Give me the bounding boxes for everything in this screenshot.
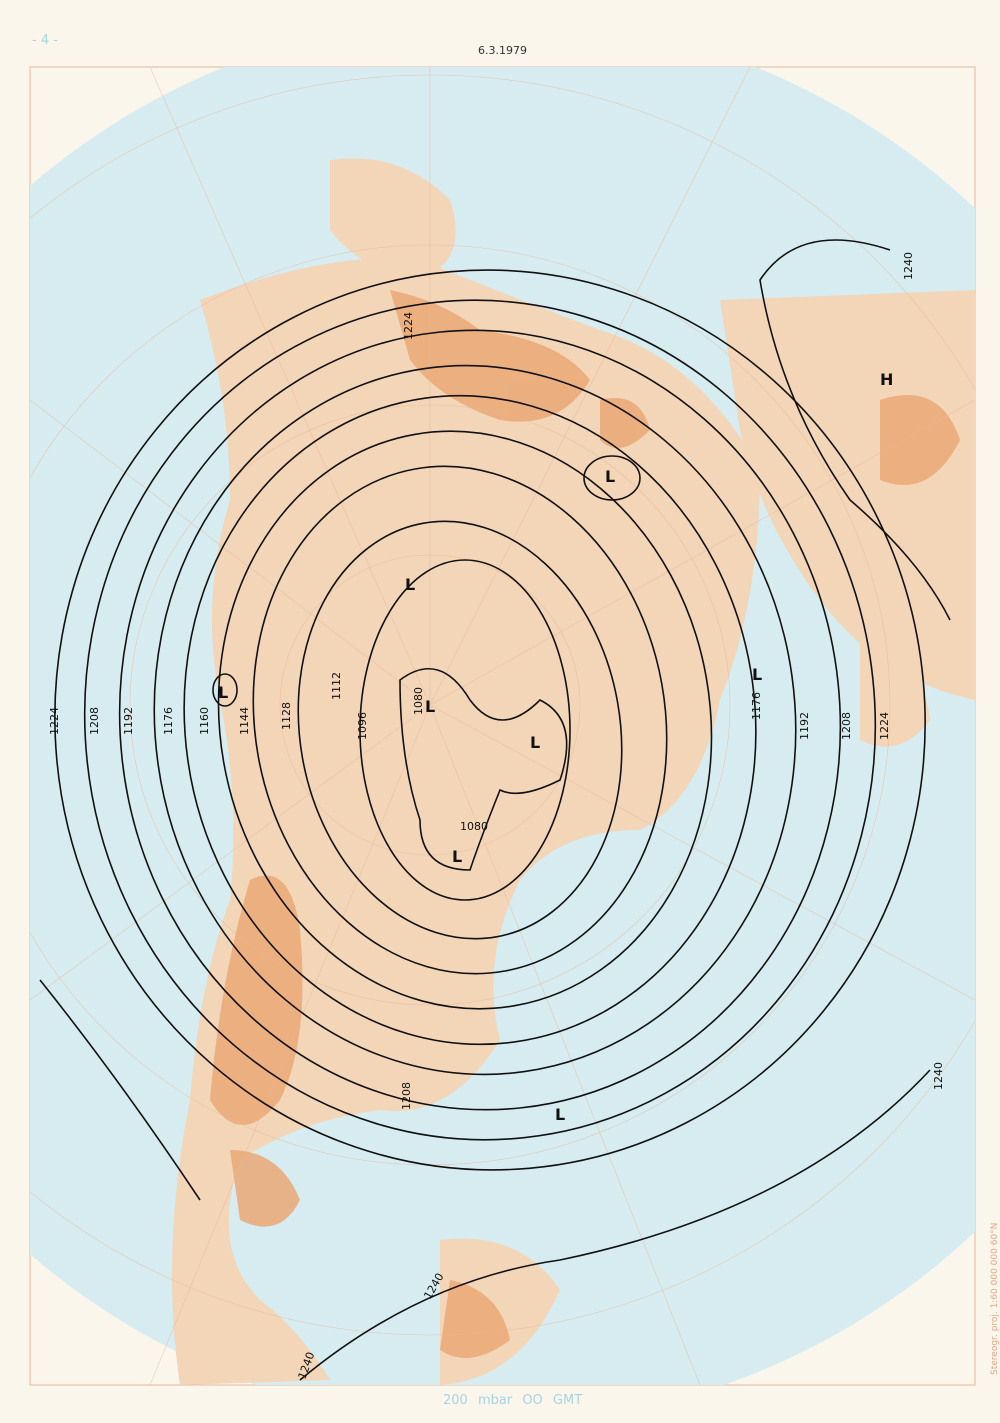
low-center: L	[530, 733, 540, 752]
low-center: L	[555, 1105, 565, 1124]
low-center: L	[405, 575, 415, 594]
low-center: L	[605, 467, 615, 486]
contour-label: 1240	[932, 1062, 945, 1090]
contour-label: 1176	[162, 707, 175, 735]
low-center: L	[218, 683, 228, 702]
contour-label: 1208	[400, 1082, 413, 1110]
contour-label: 1192	[122, 707, 135, 735]
contour-label: 1096	[356, 712, 369, 740]
high-terrain	[210, 290, 960, 1358]
pressure-level: 200 mbar	[443, 1393, 513, 1408]
page-number: - 4 -	[32, 33, 58, 48]
contour-label: 1080	[412, 687, 425, 715]
low-center: L	[752, 665, 762, 684]
observation-time: OO GMT	[522, 1393, 583, 1408]
map-footer: 200 mbar OO GMT	[443, 1393, 582, 1408]
contour-label: 1240	[902, 252, 915, 280]
contour-label: 1080	[460, 820, 488, 833]
low-center: L	[452, 847, 462, 866]
low-center: L	[425, 697, 435, 716]
contour-label: 1224	[878, 712, 891, 740]
contour-label: 1208	[88, 707, 101, 735]
contour-label: 1112	[330, 672, 343, 700]
contour-label: 1144	[238, 707, 251, 735]
contour-label: 1160	[198, 707, 211, 735]
contour-label: 1224	[402, 312, 415, 340]
projection-note: Stereogr. proj. 1:60 000 000 60°N	[990, 1222, 1000, 1375]
contour-label: 1192	[798, 712, 811, 740]
map-date: 6.3.1979	[478, 44, 527, 57]
contour-label: 1208	[840, 712, 853, 740]
pressure-centers: L L L L L L L L H	[218, 370, 893, 1124]
contour-labels: 1080 1080 1096 1112 1128 1144 1160 1176 …	[48, 252, 945, 1381]
high-center: H	[880, 370, 893, 389]
contour-label: 1128	[280, 702, 293, 730]
contour-label: 1176	[750, 692, 763, 720]
height-contours	[39, 239, 951, 1381]
contour-label: 1224	[48, 707, 61, 735]
